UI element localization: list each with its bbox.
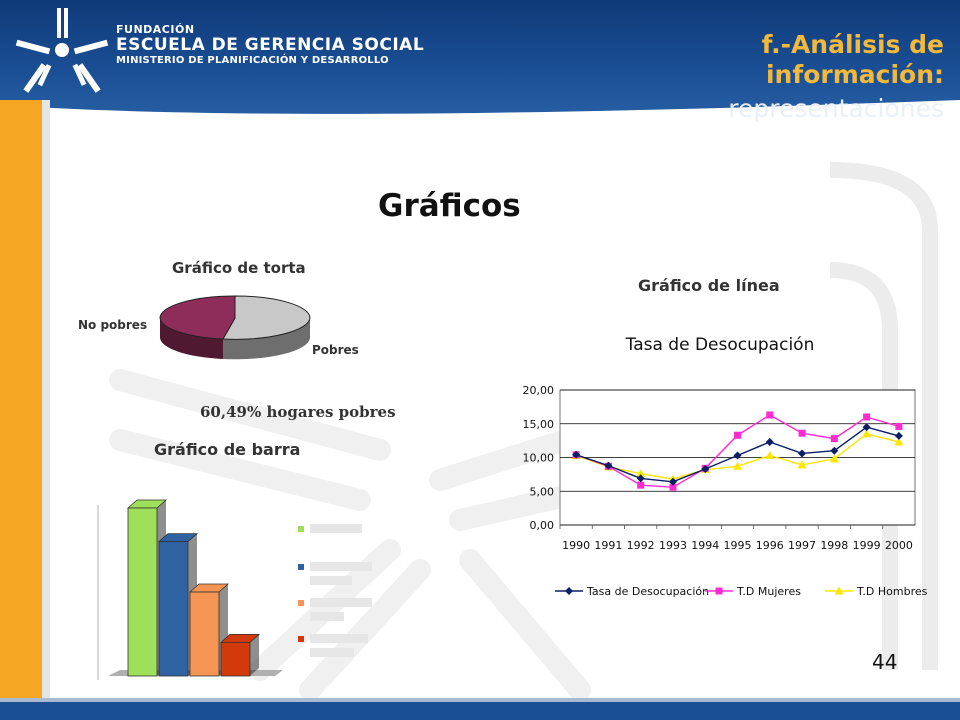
org-line-2: Escuela de Gerencia Social (116, 35, 425, 56)
left-accent-bar-edge (42, 100, 50, 720)
data-point (765, 437, 774, 446)
bar-legend (298, 524, 372, 657)
data-point (572, 450, 581, 459)
y-tick-label: 20,00 (523, 384, 555, 397)
data-point (895, 422, 903, 430)
x-tick-label: 1990 (562, 539, 590, 552)
data-point (894, 437, 904, 446)
slide-title-line-2: información: (765, 60, 944, 89)
data-point (798, 449, 807, 458)
x-tick-label: 1994 (691, 539, 719, 552)
data-point (862, 429, 872, 438)
pie-slice-pobres (222, 295, 311, 340)
line-chart-title: Tasa de Desocupación (625, 335, 815, 355)
data-point (765, 450, 775, 459)
bar-legend-swatch-3 (298, 600, 304, 606)
legend-label: T.D Hombres (856, 585, 928, 598)
y-tick-label: 5,00 (530, 485, 555, 498)
data-point (636, 474, 645, 483)
data-point (715, 587, 723, 595)
data-point (834, 586, 844, 595)
pie-caption: 60,49% hogares pobres (200, 403, 396, 421)
data-point (830, 446, 839, 455)
data-point (829, 454, 839, 463)
left-accent-bar (0, 100, 50, 720)
y-tick-label: 0,00 (530, 519, 555, 532)
line-section-title: Gráfico de línea (638, 276, 780, 295)
x-tick-label: 1998 (820, 539, 848, 552)
slide-subtitle: representaciones (728, 94, 944, 123)
org-line-1: Fundación (116, 23, 195, 36)
data-point (733, 461, 742, 470)
x-tick-label: 1992 (627, 539, 655, 552)
data-point (565, 587, 573, 595)
pie-label-pobres: Pobres (312, 343, 359, 357)
x-tick-label: 1999 (853, 539, 881, 552)
data-point (604, 461, 613, 470)
legend-label: T.D Mujeres (736, 585, 801, 598)
x-tick-label: 1995 (724, 539, 752, 552)
pie-label-nopobres: No pobres (78, 318, 148, 332)
data-point (863, 413, 871, 421)
org-line-3: Ministerio de Planificación y Desarrollo (116, 54, 389, 66)
bar-legend-blurred-text (310, 524, 372, 657)
y-tick-label: 10,00 (523, 452, 555, 465)
bar-legend-swatch-4 (298, 636, 304, 642)
x-tick-label: 1991 (594, 539, 622, 552)
bar-legend-swatch-2 (298, 564, 304, 570)
line-chart: Tasa de Desocupación 0,00 5,00 10,00 15,00 2… (523, 335, 928, 598)
bar-legend-swatch-1 (298, 526, 304, 532)
x-tick-label: 1997 (788, 539, 816, 552)
data-point (733, 451, 742, 460)
pie-slice-side-nopobres (160, 318, 223, 359)
x-tick-label: 1996 (756, 539, 784, 552)
page-number: 44 (872, 650, 898, 674)
x-tick-label: 2000 (885, 539, 913, 552)
data-point (637, 481, 645, 489)
data-point (669, 483, 677, 491)
pie-slice-side-pobres (223, 318, 310, 360)
bar-side (250, 634, 259, 676)
pie-chart (159, 295, 311, 360)
bar (189, 591, 220, 677)
slide-title-line-1: f.-Análisis de (761, 30, 944, 59)
header-curve (0, 100, 960, 135)
data-point (766, 411, 774, 419)
bar (158, 541, 189, 677)
bar (220, 641, 251, 677)
data-point (798, 429, 806, 437)
data-point (830, 435, 838, 443)
bar (127, 507, 158, 677)
data-point (701, 464, 710, 473)
x-tick-label: 1993 (659, 539, 687, 552)
footer-band (0, 702, 960, 720)
foundation-logo (15, 8, 109, 93)
bar-chart (97, 499, 372, 680)
y-tick-label: 15,00 (523, 418, 555, 431)
data-point (668, 477, 677, 486)
data-point (862, 423, 871, 432)
legend-label: Tasa de Desocupación (586, 585, 709, 598)
slide-title: f.-Análisis de información: (564, 30, 944, 90)
data-point (734, 431, 741, 439)
data-point (797, 460, 807, 469)
pie-slice-nopobres (159, 295, 236, 340)
pie-chart-title: Gráfico de torta (172, 259, 306, 277)
footer-stripe (0, 698, 960, 702)
slide-heading: Gráficos (378, 188, 521, 224)
data-point (636, 469, 646, 478)
data-point (894, 431, 903, 440)
bar-chart-title: Gráfico de barra (154, 440, 301, 459)
organization-name: Fundación Escuela de Gerencia Social Min… (116, 23, 425, 66)
